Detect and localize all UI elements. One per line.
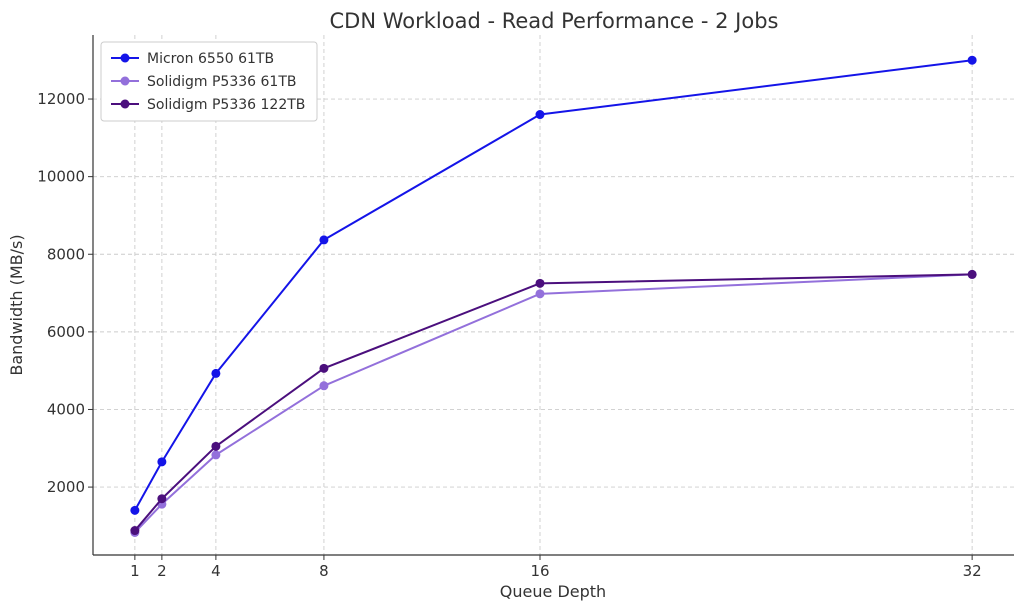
y-tick-label: 2000 [47, 478, 85, 496]
x-tick-label: 16 [530, 562, 549, 580]
legend-label: Micron 6550 61TB [147, 51, 274, 67]
legend-swatch-marker [120, 99, 130, 109]
data-point [211, 441, 221, 451]
data-point [130, 505, 140, 515]
y-tick-label: 4000 [47, 400, 85, 418]
data-point [211, 450, 221, 460]
data-point [535, 289, 545, 299]
x-tick-label: 2 [157, 562, 167, 580]
data-point [535, 278, 545, 288]
x-tick-label: 8 [319, 562, 329, 580]
axes-layer: 1 2 4 8 16 32 2000 4000 6000 8000 10000 12000 [37, 35, 1014, 580]
data-point [130, 526, 140, 536]
series-line-2 [134, 273, 973, 534]
y-tick-label: 12000 [37, 90, 85, 108]
x-tick-label: 4 [211, 562, 221, 580]
legend-label: Solidigm P5336 61TB [147, 74, 296, 90]
data-point [211, 368, 221, 378]
legend-box [100, 41, 318, 122]
data-point [535, 110, 545, 120]
series-layer [130, 55, 977, 537]
legend-swatch-marker [120, 53, 130, 63]
y-tick-label: 8000 [47, 245, 85, 263]
chart-title: CDN Workload - Read Performance - 2 Jobs [330, 9, 779, 33]
data-point [319, 235, 329, 245]
legend: Micron 6550 61TB Solidigm P5336 61TB Solid… [100, 41, 318, 122]
x-axis-label: Queue Depth [500, 582, 606, 601]
data-point [157, 457, 167, 467]
data-point [967, 55, 977, 65]
y-axis-label: Bandwidth (MB/s) [7, 234, 26, 375]
x-tick-label: 32 [963, 562, 982, 580]
data-point [319, 363, 329, 373]
series-line-1 [133, 59, 973, 511]
legend-swatch-marker [120, 76, 130, 86]
x-tick-label: 1 [130, 562, 140, 580]
data-point [967, 269, 977, 279]
y-tick-label: 6000 [47, 323, 85, 341]
data-point [157, 494, 167, 504]
y-tick-label: 10000 [37, 168, 85, 186]
legend-label: Solidigm P5336 122TB [147, 97, 305, 113]
data-point [319, 381, 329, 391]
series-line-3 [134, 273, 973, 532]
